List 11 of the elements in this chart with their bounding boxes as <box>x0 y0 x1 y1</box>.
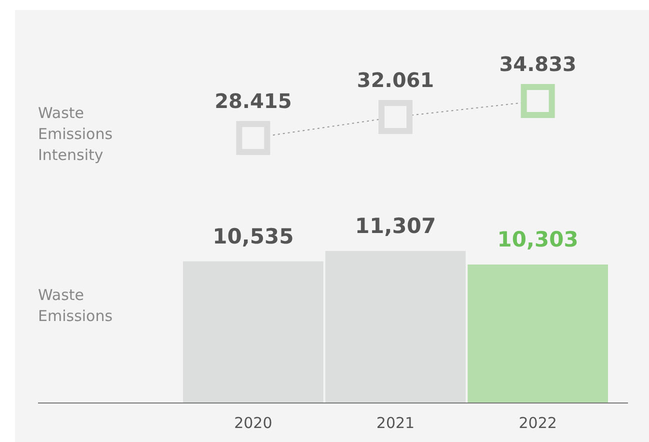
data-label: 11,307 <box>354 214 436 238</box>
text: Waste Emissions <box>38 286 113 325</box>
x-tick-label: 2020 <box>234 414 272 432</box>
data-label: 28.415 <box>214 89 292 113</box>
data-label: 10,535 <box>212 224 294 248</box>
text: Waste Emissions Intensity <box>38 104 113 164</box>
data-label: 34.833 <box>499 52 576 76</box>
data-label: 10,303 <box>497 227 578 252</box>
x-tick-label: 2022 <box>518 414 557 432</box>
data-label: 32.061 <box>356 68 434 92</box>
x-tick-label: 2021 <box>376 414 415 432</box>
